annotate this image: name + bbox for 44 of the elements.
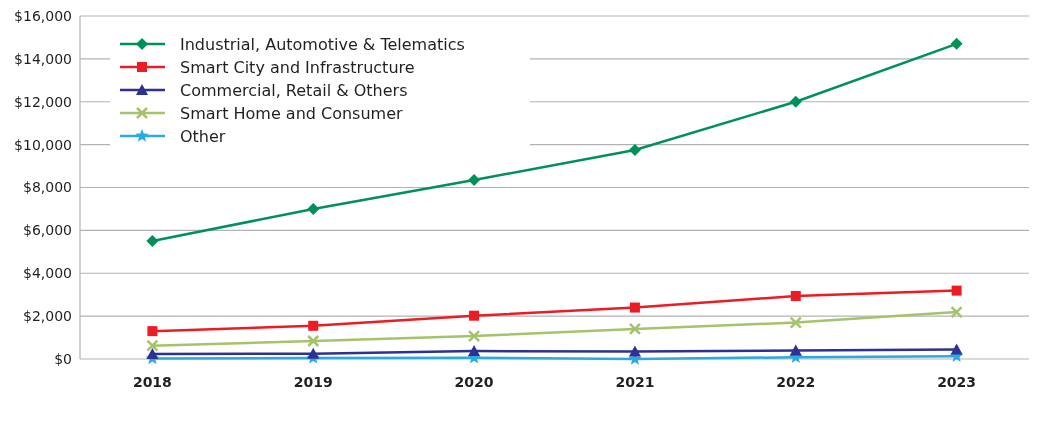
point [307, 347, 320, 359]
point [146, 235, 159, 248]
x-tick-label: 2019 [293, 374, 333, 390]
point [628, 322, 642, 336]
x-tick-label: 2022 [776, 374, 816, 390]
legend-label: Smart City and Infrastructure [180, 57, 415, 77]
point [468, 174, 481, 186]
x-tick-label: 2018 [132, 374, 172, 390]
y-tick-label: $6,000 [23, 222, 72, 239]
x-tick-label: 2023 [937, 374, 977, 390]
point [146, 348, 159, 360]
point [789, 344, 802, 356]
point [306, 334, 320, 348]
point [950, 343, 963, 355]
y-tick-label: $12,000 [14, 93, 72, 110]
y-tick-label: $2,000 [23, 308, 72, 325]
point [629, 302, 640, 313]
point [789, 95, 802, 108]
legend-label: Smart Home and Consumer [180, 103, 404, 123]
point [147, 326, 158, 337]
point [951, 285, 962, 296]
point [308, 320, 319, 331]
point [628, 345, 641, 357]
point [789, 316, 803, 329]
point [307, 202, 320, 215]
y-tick-label: $4,000 [23, 265, 72, 282]
legend-label: Commercial, Retail & Others [180, 80, 408, 100]
x-tick-label: 2020 [454, 374, 494, 390]
point [628, 143, 641, 156]
point [790, 290, 801, 301]
point [950, 37, 963, 50]
y-tick-label: $16,000 [14, 7, 72, 24]
y-tick-label: $14,000 [14, 50, 72, 67]
y-tick-label: $0 [54, 350, 72, 367]
legend-label: Industrial, Automotive & Telematics [180, 34, 465, 54]
point [146, 339, 159, 352]
y-tick-label: $10,000 [14, 136, 72, 153]
point [468, 345, 481, 357]
legend-label: Other [180, 126, 226, 146]
x-tick-label: 2021 [615, 374, 655, 390]
point [469, 310, 480, 321]
point [467, 329, 481, 343]
point [950, 305, 963, 319]
y-tick-label: $8,000 [23, 179, 72, 196]
